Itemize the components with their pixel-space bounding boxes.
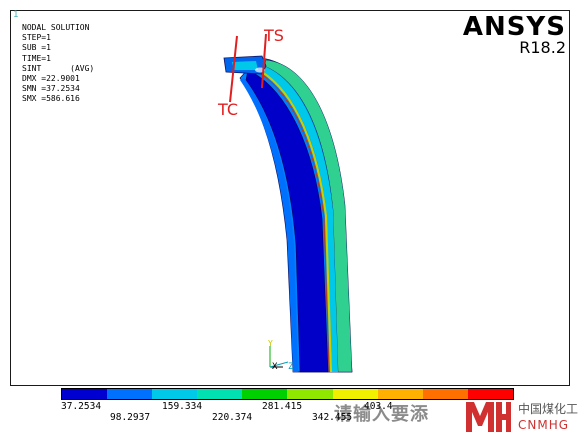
watermark-text: 请输入要添: [334, 404, 429, 425]
legend-label: 220.374: [212, 412, 253, 423]
legend-color-swatch: [197, 389, 243, 399]
ts-mark: [261, 33, 267, 89]
inner-blue-body: [245, 69, 329, 373]
cnmhg-logo-icon: [466, 402, 511, 432]
legend-color-swatch: [467, 389, 513, 399]
legend-color-swatch: [377, 389, 423, 399]
legend-label: 98.2937: [110, 412, 151, 423]
stress-line: [261, 71, 333, 373]
legend-color-swatch: [332, 389, 378, 399]
ansys-logo: ANSYS: [462, 12, 566, 42]
legend-label: 37.2534: [61, 401, 102, 412]
triad-x-label: X: [272, 362, 278, 372]
contour-legend-bar: [61, 388, 514, 400]
legend-color-swatch: [152, 389, 198, 399]
legend-label: 403.4: [364, 401, 393, 412]
solution-info: NODAL SOLUTION STEP=1 SUB =1 TIME=1 SINT…: [22, 23, 94, 105]
legend-label: 342.455: [312, 412, 353, 423]
info-line: STEP=1: [22, 33, 51, 43]
triad-z-label: Z: [288, 362, 294, 372]
info-line: DMX =22.9001: [22, 74, 80, 84]
legend-label: 281.415: [262, 401, 303, 412]
legend-color-swatch: [287, 389, 333, 399]
legend-color-swatch: [107, 389, 153, 399]
info-line: SMN =37.2534: [22, 84, 80, 94]
legend-label: 159.334: [162, 401, 203, 412]
info-line: SINT (AVG): [22, 63, 95, 73]
info-line: SMX =586.616: [22, 94, 80, 104]
logo-text-en: CNMHG: [518, 418, 570, 432]
tc-annotation: TC: [218, 100, 239, 119]
stress-line-inner: [260, 73, 330, 373]
logo-text-cn: 中国煤化工: [518, 402, 579, 416]
triad-y-label: Y: [268, 339, 273, 348]
version-label: R18.2: [519, 38, 566, 57]
cyan-band: [262, 66, 338, 372]
window-number: 1: [13, 10, 19, 20]
info-line: TIME=1: [22, 53, 51, 63]
ts-annotation: TS: [264, 26, 284, 45]
graphics-window[interactable]: [10, 10, 570, 386]
inner-light-strip: [240, 78, 298, 372]
triad-z-axis: [269, 361, 289, 368]
tc-mark: [229, 35, 238, 103]
legend-color-swatch: [242, 389, 288, 399]
legend-color-swatch: [62, 389, 108, 399]
top-cap-inner: [232, 61, 258, 70]
legend-color-swatch: [422, 389, 468, 399]
info-line: SUB =1: [22, 43, 51, 53]
info-line: NODAL SOLUTION: [22, 23, 90, 32]
